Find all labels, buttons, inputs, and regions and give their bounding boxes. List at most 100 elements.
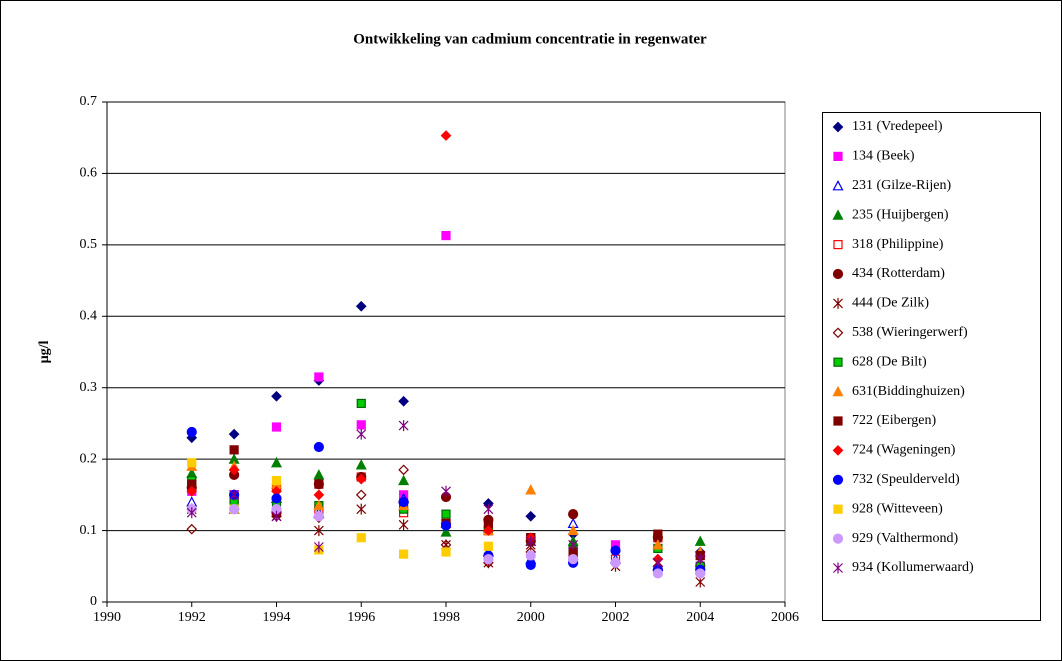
legend-marker [833,504,843,514]
marker [313,489,325,501]
marker [356,533,366,543]
y-tick-label: 0.4 [80,309,98,324]
marker [356,420,366,430]
marker [355,473,367,485]
legend-marker [832,268,844,280]
marker [355,489,367,501]
marker [355,459,367,470]
marker [440,526,452,537]
marker [271,493,282,504]
x-tick-label: 2004 [686,610,714,625]
y-tick-label: 0.7 [80,94,98,109]
marker [568,554,579,565]
legend-label: 235 (Huijbergen) [852,207,949,222]
legend-marker [833,357,843,367]
marker [652,557,663,569]
legend-label: 318 (Philippine) [852,237,944,252]
legend-marker [833,151,843,161]
x-tick-label: 1996 [347,610,375,625]
marker [695,568,706,579]
marker [483,541,493,551]
legend-label: 928 (Witteveen) [852,501,943,516]
y-tick-label: 0.2 [80,451,98,466]
marker [313,511,324,522]
x-tick-label: 1998 [432,610,460,625]
marker [271,422,282,432]
marker [441,509,451,519]
legend-label: 538 (Wieringerwerf) [852,325,968,340]
marker [313,441,324,453]
marker [525,559,536,570]
marker [483,554,494,565]
marker [228,428,240,440]
marker [398,420,409,432]
marker [568,509,579,520]
legend-label: 724 (Wageningen) [852,443,956,458]
marker [187,458,197,468]
legend-marker [833,416,843,426]
marker [483,503,494,515]
marker [271,510,282,522]
y-tick-label: 0.5 [80,237,98,252]
marker [568,539,579,551]
legend-marker [832,445,844,456]
legend-label: 628 (De Bilt) [852,354,927,369]
marker [441,230,451,241]
marker [694,535,706,546]
marker [186,507,197,519]
marker [441,547,451,557]
marker [313,541,324,553]
legend-label: 444 (De Zilk) [852,296,929,311]
marker [313,525,324,537]
legend-label: 631(Biddinghuizen) [852,384,965,399]
y-tick-label: 0.3 [80,380,98,395]
legend-marker [832,121,844,133]
legend-marker [832,209,844,220]
series [186,130,706,579]
legend-box [822,112,1041,621]
legend-label: 732 (Speulderveld) [852,472,960,487]
marker [229,504,240,515]
marker [314,372,324,382]
series [186,420,706,569]
marker [186,523,198,535]
marker [652,539,664,550]
x-tick-label: 1992 [178,610,206,625]
legend-label: 131 (Vredepeel) [852,119,943,134]
marker [695,553,706,565]
marker [313,499,325,511]
marker [313,469,325,480]
marker [399,549,409,559]
marker [483,525,494,536]
marker [652,568,663,579]
marker [610,545,621,556]
marker [398,519,409,531]
y-tick-label: 0 [90,594,97,609]
legend-marker [832,327,844,339]
marker [398,464,409,476]
legend-label: 134 (Beek) [852,149,915,164]
legend-marker [832,533,844,544]
marker [186,485,198,497]
marker [398,395,409,407]
marker [229,445,239,455]
marker [186,426,197,438]
marker [440,520,452,531]
legend-marker [833,562,843,574]
y-axis-label: µg/l [37,340,52,363]
marker [229,489,240,501]
legend-label: 231 (Gilze-Rijen) [852,178,951,193]
legend-marker [832,474,844,485]
legend-label: 722 (Eibergen) [852,413,936,428]
series [187,458,493,559]
marker [356,428,367,440]
series [186,504,706,579]
marker [314,479,324,489]
marker [356,503,367,515]
marker [398,474,410,486]
marker [525,510,537,522]
legend-marker [832,385,844,397]
y-tick-label: 0.6 [80,166,98,181]
marker [228,464,240,476]
